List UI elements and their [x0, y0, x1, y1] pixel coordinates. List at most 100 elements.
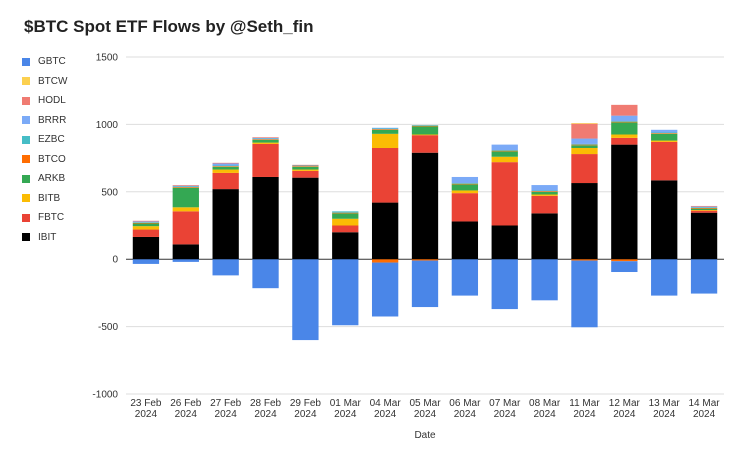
legend-swatch	[22, 77, 30, 86]
chart-title: $BTC Spot ETF Flows by @Seth_fin	[24, 17, 314, 36]
y-tick-label: 1500	[96, 53, 119, 64]
bar-arkb	[651, 133, 678, 141]
bar-gbtc	[531, 259, 558, 301]
x-tick-label: 05 Mar	[409, 398, 441, 409]
legend-label: EZBC	[38, 134, 65, 146]
bar-ibit	[531, 213, 558, 260]
bar-ezbc	[651, 132, 678, 134]
legend-swatch	[22, 116, 30, 125]
y-tick-label: -1000	[92, 390, 118, 401]
bar-btco	[611, 121, 638, 123]
bar-bitb	[531, 194, 558, 196]
bar-ibit	[252, 176, 279, 260]
bar-brrr	[132, 221, 160, 223]
bar-brrr	[172, 185, 199, 187]
bar-fbtc	[292, 170, 319, 178]
bar-btcw	[571, 123, 598, 124]
bar-bitb	[132, 226, 160, 230]
x-tick-label-year: 2024	[294, 409, 317, 420]
bar-ezbc	[491, 150, 518, 151]
bar-gbtc	[651, 259, 678, 296]
x-tick-label-year: 2024	[334, 409, 357, 420]
bar-fbtc	[411, 135, 439, 153]
x-tick-label: 27 Feb	[210, 398, 242, 409]
bar-btco	[371, 129, 399, 130]
legend-label: GBTC	[38, 56, 66, 68]
bar-gbtc	[411, 260, 439, 308]
bar-bitb	[371, 133, 399, 148]
bar-ezbc	[172, 186, 199, 188]
bar-fbtc	[531, 195, 558, 214]
bar-btco	[411, 125, 439, 127]
bar-gbtc	[690, 259, 718, 294]
bar-brrr	[531, 185, 558, 191]
bar-bitb	[690, 209, 718, 211]
x-tick-label-year: 2024	[414, 409, 437, 420]
bar-arkb	[252, 139, 279, 143]
bar-ibit	[690, 212, 718, 260]
bar-brrr	[252, 137, 279, 139]
x-tick-label-year: 2024	[454, 409, 477, 420]
bar-ezbc	[451, 183, 479, 184]
x-tick-label: 08 Mar	[529, 398, 561, 409]
x-tick-label-year: 2024	[653, 409, 676, 420]
bar-arkb	[292, 166, 319, 170]
legend-label: HODL	[38, 95, 66, 107]
x-tick-label: 28 Feb	[250, 398, 282, 409]
legend-swatch	[22, 155, 30, 164]
bar-hodl	[611, 104, 638, 116]
legend-label: BTCO	[38, 153, 66, 165]
bar-ibit	[212, 189, 239, 260]
bar-ezbc	[371, 128, 399, 130]
bar-ezbc	[212, 165, 239, 167]
legend-swatch	[22, 233, 30, 242]
legend-label: IBIT	[38, 231, 57, 243]
bar-fbtc	[611, 137, 638, 145]
bar-btco	[172, 187, 199, 188]
bar-fbtc	[172, 211, 199, 245]
bar-ezbc	[690, 207, 718, 208]
legend-label: BTCW	[38, 75, 68, 87]
y-tick-label: -500	[98, 322, 118, 333]
bar-arkb	[690, 208, 718, 210]
bar-gbtc	[212, 259, 239, 276]
bar-btco	[132, 222, 160, 224]
bar-fbtc	[491, 162, 518, 226]
bar-btco	[252, 139, 279, 140]
bar-ezbc	[571, 143, 598, 145]
x-tick-label-year: 2024	[374, 409, 397, 420]
legend-item-fbtc: FBTC	[22, 208, 67, 228]
bar-arkb	[411, 126, 439, 135]
bar-fbtc	[132, 229, 160, 237]
legend-swatch	[22, 96, 30, 105]
bar-bitb	[172, 207, 199, 212]
bar-bitb	[332, 218, 359, 226]
bar-brrr	[451, 176, 479, 184]
x-tick-label-year: 2024	[613, 409, 636, 420]
bar-gbtc	[611, 261, 638, 273]
bar-arkb	[132, 223, 160, 227]
bar-fbtc	[571, 154, 598, 184]
bar-bitb	[252, 142, 279, 144]
x-tick-label-year: 2024	[533, 409, 556, 420]
bar-gbtc	[172, 259, 199, 262]
bar-hodl	[252, 137, 279, 138]
legend-label: ARKB	[38, 173, 66, 185]
bar-arkb	[451, 184, 479, 191]
bar-btco	[212, 166, 239, 167]
bar-arkb	[571, 145, 598, 148]
bar-gbtc	[571, 260, 598, 328]
legend-label: BRRR	[38, 114, 67, 126]
bar-btco-neg	[611, 259, 638, 262]
x-tick-label: 26 Feb	[170, 398, 202, 409]
bar-gbtc	[451, 259, 479, 296]
legend-swatch	[22, 194, 30, 203]
bar-brrr	[651, 129, 678, 133]
bar-btco	[531, 191, 558, 192]
bar-ezbc	[132, 222, 160, 223]
bar-fbtc	[451, 193, 479, 222]
bar-ezbc	[611, 121, 638, 122]
bar-arkb	[212, 166, 239, 170]
bar-ezbc	[252, 138, 279, 140]
bar-btco	[292, 166, 319, 167]
